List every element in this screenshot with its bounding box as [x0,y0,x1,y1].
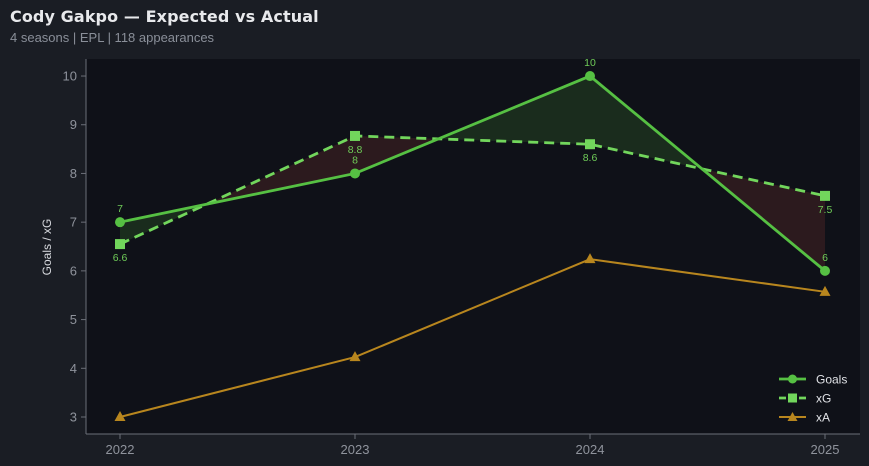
legend-item-xa: xA [779,411,830,425]
y-tick-label: 8 [70,166,77,181]
xg-value-label: 8.6 [583,152,598,164]
xg-marker-square [350,130,360,141]
xa-marker-triangle [819,285,831,296]
x-axis: 2022 2023 2024 2025 [86,433,860,457]
goals-line [119,74,826,272]
xa-marker-triangle [584,253,596,264]
xg-line [119,134,826,246]
xg-marker-square [820,190,830,201]
y-tick-label: 3 [70,410,77,425]
y-axis: 3 4 5 6 7 8 9 10 [63,59,87,434]
goals-value-label: 7 [117,203,123,215]
y-tick-label: 10 [63,69,77,84]
legend-item-xg: xG [779,392,831,406]
xa-marker-triangle [349,351,361,362]
xg-marker-square [115,239,125,250]
goals-value-label: 10 [584,57,596,69]
data-labels: 7 8 10 6 6.6 8.8 8.6 7.5 [113,57,833,264]
chart-title: Cody Gakpo — Expected vs Actual [10,7,319,26]
legend: Goals xG xA [779,373,847,425]
x-tick-label: 2024 [576,442,605,457]
xg-marker-square [585,139,595,150]
goals-marker-circle [350,168,360,179]
xg-value-label: 7.5 [818,204,833,216]
goals-marker-circle [820,265,830,276]
y-tick-label: 5 [70,312,77,327]
y-tick-label: 7 [70,215,77,230]
legend-label: Goals [816,373,847,387]
xa-marker-triangle [114,411,126,421]
xg-value-label: 8.8 [348,144,363,156]
goals-value-label: 6 [822,252,828,264]
legend-xa-triangle-icon [787,412,798,421]
series-group [114,71,831,421]
y-tick-label: 9 [70,117,77,132]
goals-marker-circle [115,217,125,228]
x-tick-label: 2025 [811,442,840,457]
legend-label: xG [816,392,831,406]
legend-item-goals: Goals [779,373,847,387]
y-tick-label: 4 [70,361,77,376]
chart-subtitle: 4 seasons | EPL | 118 appearances [10,30,215,45]
goals-marker-circle [585,71,595,82]
goals-value-label: 8 [352,154,358,166]
legend-xg-square-icon [788,393,797,403]
plot-area [86,59,860,434]
xg-value-label: 6.6 [113,252,128,264]
legend-goals-circle-icon [788,374,797,384]
y-axis-title: Goals / xG [40,219,54,276]
xa-line [119,258,826,418]
legend-label: xA [816,411,830,425]
y-tick-label: 6 [70,263,77,278]
x-tick-label: 2022 [106,442,135,457]
x-tick-label: 2023 [341,442,370,457]
